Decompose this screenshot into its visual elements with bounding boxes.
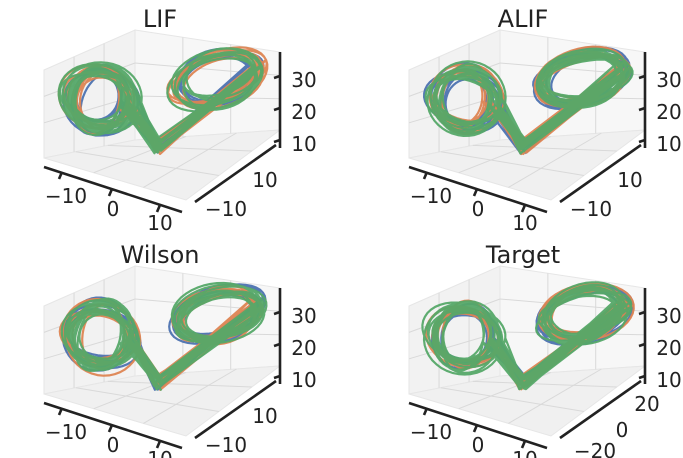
x-tick-mark-0 (422, 407, 429, 416)
grid-line-floor-b1 (107, 144, 252, 152)
z-tick-mark-2 (273, 138, 281, 144)
z-tick-label-1: 20 (291, 100, 316, 124)
x-tick-label-1: 0 (107, 197, 120, 221)
z-tick-mark-1 (273, 342, 281, 348)
grid-line-floor-b1 (472, 144, 617, 152)
x-tick-label-0: −10 (45, 184, 87, 208)
y-axis-line (559, 143, 642, 204)
y-tick-label-0: −10 (205, 433, 247, 457)
grid-line-floor-b0 (440, 387, 584, 412)
z-tick-label-2: 30 (291, 68, 316, 92)
chart-title: ALIF (498, 5, 549, 33)
grid-line-floor-a1 (143, 368, 237, 424)
x-tick-mark-1 (472, 424, 479, 433)
grid-line-floor-b0 (75, 151, 219, 176)
grid-line-floor-a1 (508, 132, 602, 188)
x-tick-mark-0 (422, 171, 429, 180)
grid-line-floor-b1 (107, 380, 252, 388)
y-tick-label-1: 0 (616, 418, 629, 442)
x-tick-label-1: 0 (107, 433, 120, 457)
z-tick-label-0: 10 (656, 368, 681, 392)
z-tick-mark-2 (273, 374, 281, 380)
x-tick-label-2: 10 (147, 447, 172, 458)
z-tick-mark-2 (638, 374, 646, 380)
x-tick-label-0: −10 (410, 420, 452, 444)
z-tick-label-1: 20 (656, 100, 681, 124)
grid-line-floor-a1 (508, 368, 602, 424)
z-tick-label-2: 30 (656, 304, 681, 328)
x-tick-mark-2 (155, 440, 162, 449)
grid-line-floor-a1 (143, 132, 237, 188)
z-tick-mark-0 (273, 74, 281, 80)
z-tick-label-0: 10 (291, 368, 316, 392)
z-tick-mark-1 (638, 106, 646, 112)
grid-line-floor-b0 (440, 151, 584, 176)
x-tick-mark-2 (520, 204, 527, 213)
trajectory-series-2 (57, 47, 264, 155)
z-tick-label-2: 30 (656, 68, 681, 92)
x-tick-mark-1 (107, 188, 114, 197)
z-tick-mark-0 (638, 74, 646, 80)
grid-line-floor-b1 (472, 380, 617, 388)
y-tick-label-0: −10 (205, 197, 247, 221)
x-tick-label-0: −10 (45, 420, 87, 444)
x-tick-mark-0 (57, 407, 64, 416)
x-tick-mark-1 (472, 188, 479, 197)
x-tick-mark-2 (155, 204, 162, 213)
y-axis-line (194, 379, 277, 440)
trajectory-series-2 (60, 281, 268, 391)
z-tick-mark-2 (638, 138, 646, 144)
z-tick-mark-0 (638, 310, 646, 316)
chart-title: LIF (143, 5, 177, 33)
x-tick-label-2: 10 (512, 211, 537, 235)
x-tick-label-1: 0 (472, 197, 485, 221)
x-tick-label-0: −10 (410, 184, 452, 208)
trajectory-series-2 (421, 281, 633, 391)
x-tick-label-2: 10 (512, 447, 537, 458)
z-tick-label-1: 20 (291, 336, 316, 360)
trajectory-series-2 (424, 47, 634, 155)
z-tick-mark-1 (273, 106, 281, 112)
z-tick-mark-1 (638, 342, 646, 348)
x-tick-mark-2 (520, 440, 527, 449)
y-tick-label-1: 10 (617, 168, 642, 192)
y-axis-line (194, 143, 277, 204)
y-tick-label-0: −20 (574, 439, 616, 458)
y-axis-line (559, 379, 642, 440)
z-tick-label-2: 30 (291, 304, 316, 328)
chart-title: Target (485, 241, 560, 269)
y-tick-label-2: 20 (634, 392, 659, 416)
y-tick-label-0: −10 (570, 197, 612, 221)
chart-title: Wilson (121, 241, 200, 269)
z-tick-label-1: 20 (656, 336, 681, 360)
y-tick-label-1: 10 (252, 404, 277, 428)
y-tick-label-1: 10 (252, 168, 277, 192)
z-tick-label-0: 10 (656, 132, 681, 156)
grid-line-floor-b0 (75, 387, 219, 412)
z-tick-mark-0 (273, 310, 281, 316)
x-tick-label-1: 0 (472, 433, 485, 457)
x-tick-mark-0 (57, 171, 64, 180)
x-tick-label-2: 10 (147, 211, 172, 235)
z-tick-label-0: 10 (291, 132, 316, 156)
x-tick-mark-1 (107, 424, 114, 433)
